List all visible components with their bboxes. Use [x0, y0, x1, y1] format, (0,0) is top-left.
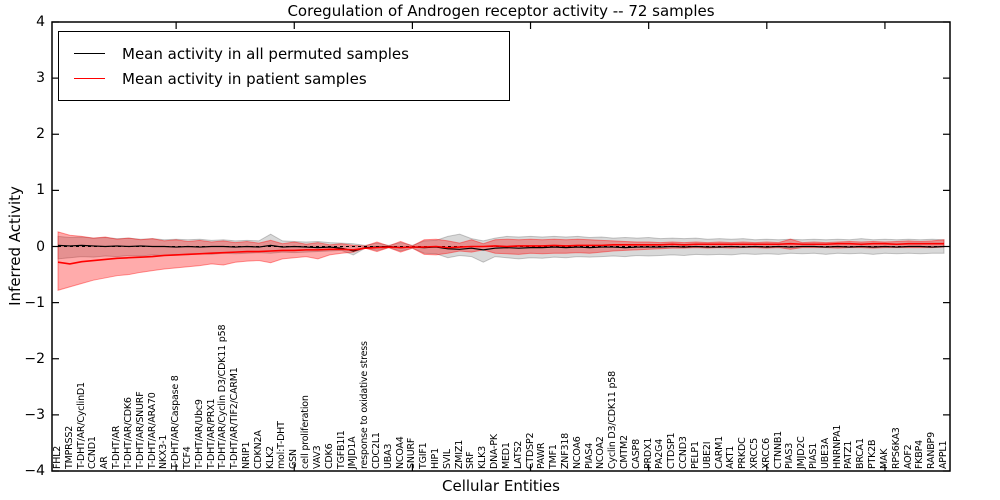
x-tick-label: SNURF	[406, 437, 418, 469]
x-tick-label: JMJD2C	[796, 436, 808, 469]
x-tick-label: FKBP4	[914, 440, 926, 469]
legend-line-black-icon	[74, 53, 105, 54]
x-tick-label: response to oxidative stress	[359, 341, 371, 469]
legend: Mean activity in all permuted samples Me…	[58, 31, 510, 101]
x-tick-label: T-DHT/AR/CDK6	[122, 397, 134, 469]
x-tick-label: PIAS1	[808, 442, 820, 469]
x-tick-label: AKT1	[725, 445, 737, 469]
legend-item-patient: Mean activity in patient samples	[72, 66, 497, 91]
y-tick-label: −4	[24, 463, 45, 479]
x-tick-label: HNRNPA1	[831, 424, 843, 469]
x-tick-label: UBA3	[382, 443, 394, 469]
x-tick-label: UBE2I	[701, 441, 713, 469]
x-tick-label: cell proliferation	[300, 395, 312, 469]
x-tick-label: TMF1	[548, 444, 560, 469]
y-tick-label: −1	[24, 294, 45, 311]
x-tick-label: AR	[99, 456, 111, 469]
x-tick-label: PTK2B	[867, 439, 879, 469]
x-tick-label: CCND3	[678, 436, 690, 469]
y-tick-label: 3	[36, 70, 45, 87]
x-tick-label: AOF2	[902, 444, 914, 469]
x-axis-label: Cellular Entities	[442, 477, 560, 495]
x-tick-label: BRCA1	[855, 438, 867, 469]
x-tick-label: XRCC6	[760, 438, 772, 469]
y-tick-label: 4	[36, 14, 45, 30]
x-tick-label: NRIP1	[241, 441, 252, 469]
x-tick-label: JMJD1A	[347, 436, 359, 469]
legend-label-patient: Mean activity in patient samples	[122, 69, 367, 88]
x-tick-label: RPS6KA3	[890, 427, 902, 469]
y-tick-label: 1	[36, 182, 45, 199]
legend-item-permuted: Mean activity in all permuted samples	[72, 41, 497, 66]
x-tick-label: TGFB1I1	[335, 430, 347, 469]
legend-label-permuted: Mean activity in all permuted samples	[122, 44, 409, 63]
x-tick-label: T-DHT/AR/SNURF	[134, 391, 146, 469]
x-tick-label: VAV3	[311, 445, 323, 469]
x-tick-label: PA2G4	[654, 438, 666, 469]
x-tick-label: T-DHT/AR/Cyclin D3/CDK11 p58	[217, 324, 229, 469]
x-tick-label: APPL1	[938, 440, 949, 469]
x-tick-label: Cyclin D3/CDK11 p58	[607, 371, 619, 469]
x-tick-label: T-DHT/AR	[111, 425, 123, 469]
x-tick-label: CASP8	[630, 439, 642, 469]
x-tick-label: TCF4	[181, 446, 193, 469]
series-line-permuted	[57, 244, 945, 252]
y-tick-label: 2	[36, 126, 45, 143]
x-tick-label: SVIL	[441, 449, 453, 469]
x-tick-label: NCOA2	[595, 436, 607, 469]
x-tick-label: CARM1	[713, 436, 725, 469]
x-tick-label: FHL2	[52, 445, 63, 469]
x-tick-label: T-DHT/AR/PRX1	[205, 398, 217, 469]
x-tick-label: PELP1	[689, 441, 701, 469]
x-tick-label: PAWR	[536, 442, 548, 469]
x-tick-label: TGIF1	[418, 442, 430, 469]
legend-line-red-icon	[74, 78, 105, 79]
y-tick-label: −2	[24, 350, 45, 367]
x-tick-label: MED1	[500, 442, 512, 469]
y-tick-label: −3	[24, 406, 45, 423]
x-tick-label: CTDSP2	[524, 432, 536, 469]
x-tick-label: TMPRSS2	[63, 425, 75, 469]
x-tick-label: PRKDC	[737, 437, 749, 469]
x-tick-label: SRF	[465, 451, 477, 470]
x-tick-label: LATS2	[512, 440, 524, 469]
x-tick-label: MAK	[878, 448, 890, 469]
x-tick-label: PIAS4	[583, 442, 595, 469]
chart-title: Coregulation of Androgen receptor activi…	[287, 2, 715, 20]
x-tick-label: T-DHT/AR/Caspase 8	[170, 375, 182, 469]
x-tick-label: PIAS3	[784, 442, 796, 469]
x-tick-label: ZNF318	[559, 432, 571, 469]
x-tick-label: CTDSP1	[666, 432, 678, 469]
x-tick-label: KLK3	[477, 446, 489, 469]
x-tick-label: T-DHT/AR/CyclinD1	[75, 382, 87, 469]
x-tick-label: PRDX1	[642, 437, 654, 469]
x-tick-label: DNA-PK	[489, 434, 501, 469]
x-tick-label: T-DHT/AR/Ubc9	[193, 399, 205, 469]
x-tick-label: RANBP9	[926, 432, 938, 469]
x-tick-label: NCOA6	[571, 436, 583, 469]
y-tick-label: 0	[36, 238, 45, 255]
x-tick-label: T-DHT/AR/ARA70	[146, 392, 158, 469]
x-tick-label: GSN	[288, 449, 300, 469]
x-tick-label: UBE3A	[819, 437, 831, 469]
x-tick-label: ZMIZ1	[453, 439, 465, 469]
x-tick-label: NCOA4	[394, 436, 406, 469]
x-tick-label: KLK2	[264, 446, 276, 469]
x-tick-label: PATZ1	[843, 440, 855, 469]
x-tick-label: CDK6	[323, 443, 335, 469]
series-line-patient	[57, 242, 944, 265]
x-tick-label: XRCC5	[748, 438, 760, 469]
x-tick-label: T-DHT/AR/TIF2/CARM1	[229, 367, 241, 469]
x-tick-label: mol:T-DHT	[276, 421, 288, 469]
x-tick-label: NKX3-1	[158, 434, 170, 469]
x-tick-label: CMTM2	[619, 435, 631, 469]
x-tick-label: HIP1	[430, 448, 442, 469]
x-tick-label: CCND1	[87, 436, 99, 469]
x-tick-label: CTNNB1	[772, 430, 784, 469]
x-tick-label: CDC2L1	[370, 432, 382, 469]
x-tick-label: CDKN2A	[252, 430, 264, 469]
